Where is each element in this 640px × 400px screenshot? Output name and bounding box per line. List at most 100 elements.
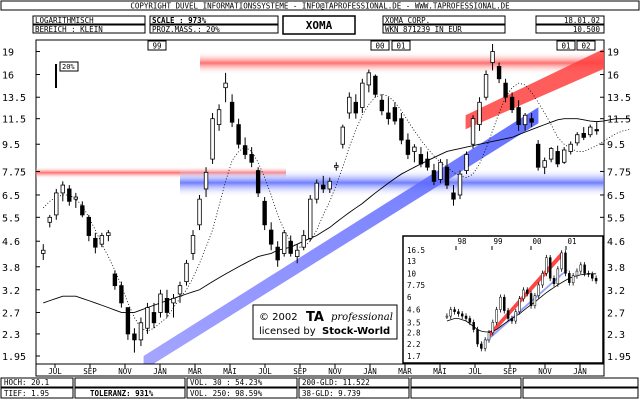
inset-candle-body xyxy=(499,296,502,310)
inset-y-tick-label: 3.5 xyxy=(407,318,421,327)
candle-body xyxy=(568,143,573,152)
candle xyxy=(295,244,300,264)
inset-candle-body xyxy=(487,332,491,341)
candle xyxy=(535,140,541,171)
candle xyxy=(594,122,599,135)
x-tick-label: JAN xyxy=(573,367,587,376)
y-tick-label: 2.3 xyxy=(607,330,625,341)
inset-candle-body xyxy=(445,315,449,318)
year-marker-label: 00 xyxy=(375,42,385,51)
x-axis: JUL SEP NOV JAN MAR MAI JUL SEP NOV JAN MAR MAI JUL S… xyxy=(35,363,605,377)
inset-candle xyxy=(556,266,560,287)
y-tick-label: 11.5 xyxy=(2,115,26,126)
candle xyxy=(275,241,280,267)
inset-candle xyxy=(499,294,502,313)
candle-body xyxy=(522,114,528,126)
candle-body xyxy=(535,143,541,168)
candle xyxy=(80,201,85,218)
x-tick-label: MAI xyxy=(223,367,237,376)
low-label: TIEF: 1.95 xyxy=(4,389,49,398)
candle-body xyxy=(67,188,72,202)
candle-body xyxy=(125,307,131,335)
inset-candle-body xyxy=(460,313,464,317)
inset-candle-body xyxy=(457,311,460,315)
proz-mass-label: PROZ.MASS.: 20% xyxy=(152,25,220,34)
candle-body xyxy=(295,249,300,258)
inset-candle xyxy=(575,268,579,279)
y-tick-label: 13.5 xyxy=(2,93,26,104)
candle xyxy=(360,78,365,113)
candle xyxy=(54,188,59,220)
inset-candle xyxy=(449,306,452,319)
candle xyxy=(132,328,137,353)
inset-candle-body xyxy=(529,293,533,306)
scale-mode-label: LOGARITHMISCH xyxy=(35,16,94,25)
x-tick-label: NOV xyxy=(328,367,342,376)
candle-body xyxy=(145,307,150,329)
candle xyxy=(418,147,424,168)
inset-candle xyxy=(545,254,548,277)
candle-body xyxy=(177,285,183,295)
candle xyxy=(516,100,521,131)
candle-body xyxy=(184,262,189,283)
inset-candle xyxy=(537,282,540,299)
y-tick-label: 19 xyxy=(607,48,619,59)
y-tick-label: 16 xyxy=(2,71,14,82)
y-tick-label: 5.5 xyxy=(2,213,20,224)
year-marker-label: 02 xyxy=(581,42,590,51)
candle xyxy=(281,230,287,257)
inset-candle-body xyxy=(491,322,495,333)
inset-candle xyxy=(460,311,464,319)
candle-body xyxy=(451,192,456,200)
y-tick-label: 13.5 xyxy=(607,93,631,104)
inset-candle xyxy=(464,313,468,322)
candle xyxy=(444,159,450,189)
inset-candle xyxy=(453,306,456,315)
candle xyxy=(509,92,515,113)
inset-y-tick-label: 7.75 xyxy=(407,281,425,290)
candle-body xyxy=(425,158,430,168)
footer: HOCH: 20.1 TIEF: 1.95 TOLERANZ: 931% VOL… xyxy=(0,377,639,399)
inset-candle-body xyxy=(583,264,586,274)
candle-body xyxy=(438,161,443,180)
inset-candle xyxy=(525,287,529,297)
candle xyxy=(568,141,573,155)
candle xyxy=(229,94,235,128)
candle-body xyxy=(190,235,196,254)
x-axis-strip xyxy=(35,363,605,377)
y-tick-label: 9.5 xyxy=(2,140,20,151)
candle xyxy=(314,179,319,204)
candle-body xyxy=(470,118,476,145)
inset-candle-body xyxy=(568,273,571,283)
gld200-label: 200-GLD: 11.522 xyxy=(302,378,370,387)
candle xyxy=(464,151,469,175)
candle xyxy=(334,162,339,171)
candle-body xyxy=(490,51,495,63)
last-price-label: 10.500 xyxy=(573,25,601,34)
inset-x-tick-label: 00 xyxy=(532,237,542,246)
candle-body xyxy=(575,134,580,144)
candlestick-series xyxy=(41,44,599,353)
candle-body xyxy=(477,101,482,126)
candle xyxy=(575,132,580,146)
inset-candle-body xyxy=(514,311,518,322)
y-axis-right: 19 16 13.5 11.5 9.5 7.75 6.5 5.5 4.6 3.8 3.2 2.7 2.3… xyxy=(600,48,631,363)
candle xyxy=(438,159,443,184)
candle xyxy=(451,185,456,206)
candle xyxy=(399,112,404,145)
candle xyxy=(555,145,560,168)
inset-candle xyxy=(587,270,590,278)
range-label: BEREICH : KLEIN xyxy=(35,25,103,34)
candle xyxy=(503,78,508,103)
candle-body xyxy=(308,198,313,239)
candle xyxy=(171,294,176,318)
inset-candle xyxy=(583,262,586,277)
candle-body xyxy=(542,160,547,168)
candle xyxy=(138,317,144,347)
candle-body xyxy=(151,312,157,324)
candle-body xyxy=(379,99,385,112)
candle-body xyxy=(216,109,222,126)
candle xyxy=(392,102,398,125)
candle-body xyxy=(360,82,365,108)
inset-candle xyxy=(491,319,495,336)
